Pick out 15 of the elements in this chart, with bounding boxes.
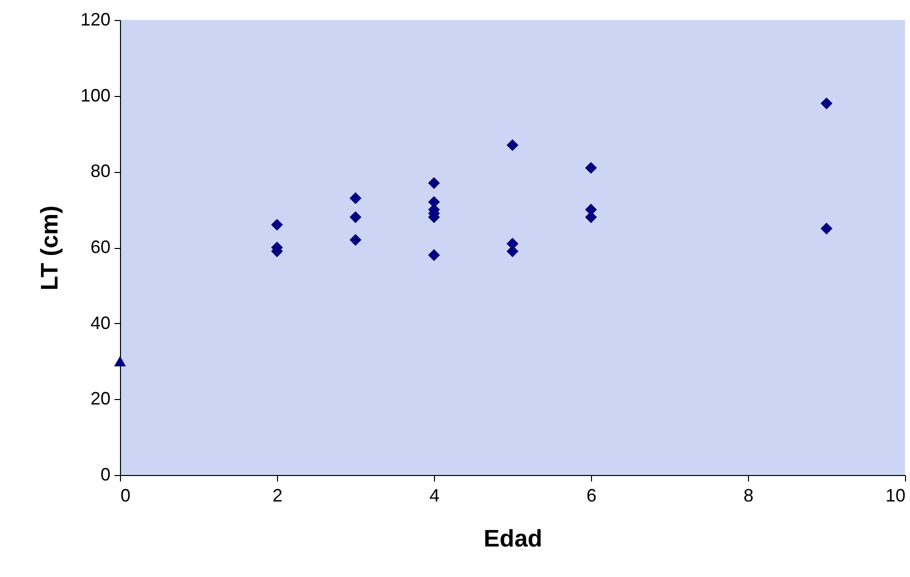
y-tick-label: 80 xyxy=(90,161,110,182)
x-tick-label: 0 xyxy=(120,486,131,506)
y-tick-label: 20 xyxy=(90,388,110,409)
x-tick-label: 4 xyxy=(429,486,440,506)
y-tick-label: 40 xyxy=(90,312,110,333)
x-tick-label: 6 xyxy=(586,486,597,506)
y-tick-label: 100 xyxy=(80,85,110,106)
x-axis-title: Edad xyxy=(484,526,542,552)
y-tick-label: 0 xyxy=(100,464,110,484)
y-tick-label: 120 xyxy=(80,10,110,30)
x-tick-label: 8 xyxy=(743,486,754,506)
y-tick-label: 60 xyxy=(90,237,110,257)
x-tick-label: 2 xyxy=(272,486,283,506)
x-tick-label: 10 xyxy=(885,486,906,506)
y-axis-title: LT (cm) xyxy=(36,206,64,290)
